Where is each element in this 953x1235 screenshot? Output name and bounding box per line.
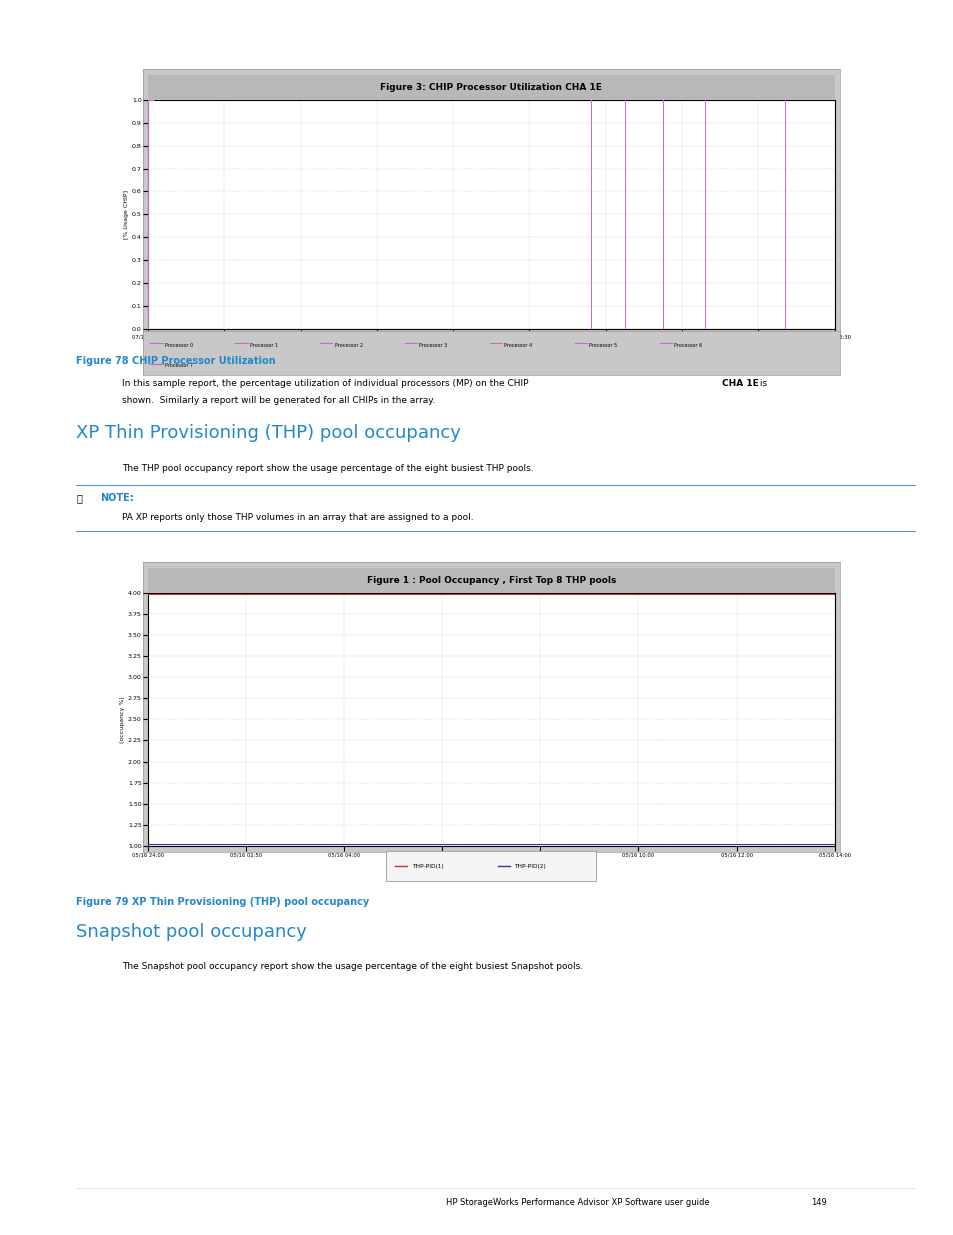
Text: Figure 1 : Pool Occupancy , First Top 8 THP pools: Figure 1 : Pool Occupancy , First Top 8 … bbox=[366, 576, 616, 585]
Text: 149: 149 bbox=[810, 1198, 826, 1207]
Text: shown.  Similarly a report will be generated for all CHIPs in the array.: shown. Similarly a report will be genera… bbox=[122, 396, 436, 405]
Text: Processor 3: Processor 3 bbox=[419, 342, 447, 348]
Text: THP-PID(2): THP-PID(2) bbox=[514, 864, 546, 869]
Text: Figure 78 CHIP Processor Utilization: Figure 78 CHIP Processor Utilization bbox=[76, 356, 275, 366]
Text: Snapshot pool occupancy: Snapshot pool occupancy bbox=[76, 923, 307, 941]
Text: Processor 7: Processor 7 bbox=[165, 363, 193, 368]
Text: Processor 0: Processor 0 bbox=[165, 342, 193, 348]
Text: CHA 1E: CHA 1E bbox=[721, 379, 758, 388]
Text: ⎙: ⎙ bbox=[76, 493, 82, 503]
Text: Figure 3: CHIP Processor Utilization CHA 1E: Figure 3: CHIP Processor Utilization CHA… bbox=[380, 83, 601, 93]
Text: In this sample report, the percentage utilization of individual processors (MP) : In this sample report, the percentage ut… bbox=[122, 379, 532, 388]
Text: Processor 6: Processor 6 bbox=[674, 342, 701, 348]
Text: The THP pool occupancy report show the usage percentage of the eight busiest THP: The THP pool occupancy report show the u… bbox=[122, 464, 534, 473]
Text: Processor 4: Processor 4 bbox=[504, 342, 532, 348]
Text: PA XP reports only those THP volumes in an array that are assigned to a pool.: PA XP reports only those THP volumes in … bbox=[122, 513, 474, 521]
Text: is: is bbox=[757, 379, 766, 388]
Y-axis label: (occupancy %): (occupancy %) bbox=[120, 697, 125, 742]
Text: Processor 5: Processor 5 bbox=[589, 342, 617, 348]
Text: Processor 1: Processor 1 bbox=[250, 342, 277, 348]
Text: XP Thin Provisioning (THP) pool occupancy: XP Thin Provisioning (THP) pool occupanc… bbox=[76, 424, 460, 442]
Text: THP-PID(1): THP-PID(1) bbox=[411, 864, 443, 869]
Text: Figure 79 XP Thin Provisioning (THP) pool occupancy: Figure 79 XP Thin Provisioning (THP) poo… bbox=[76, 897, 369, 906]
Y-axis label: [% Usage CHIP]: [% Usage CHIP] bbox=[124, 190, 129, 238]
Text: NOTE:: NOTE: bbox=[100, 493, 133, 503]
Text: Processor 2: Processor 2 bbox=[335, 342, 362, 348]
Text: HP StorageWorks Performance Advisor XP Software user guide: HP StorageWorks Performance Advisor XP S… bbox=[445, 1198, 709, 1207]
Text: The Snapshot pool occupancy report show the usage percentage of the eight busies: The Snapshot pool occupancy report show … bbox=[122, 962, 583, 971]
